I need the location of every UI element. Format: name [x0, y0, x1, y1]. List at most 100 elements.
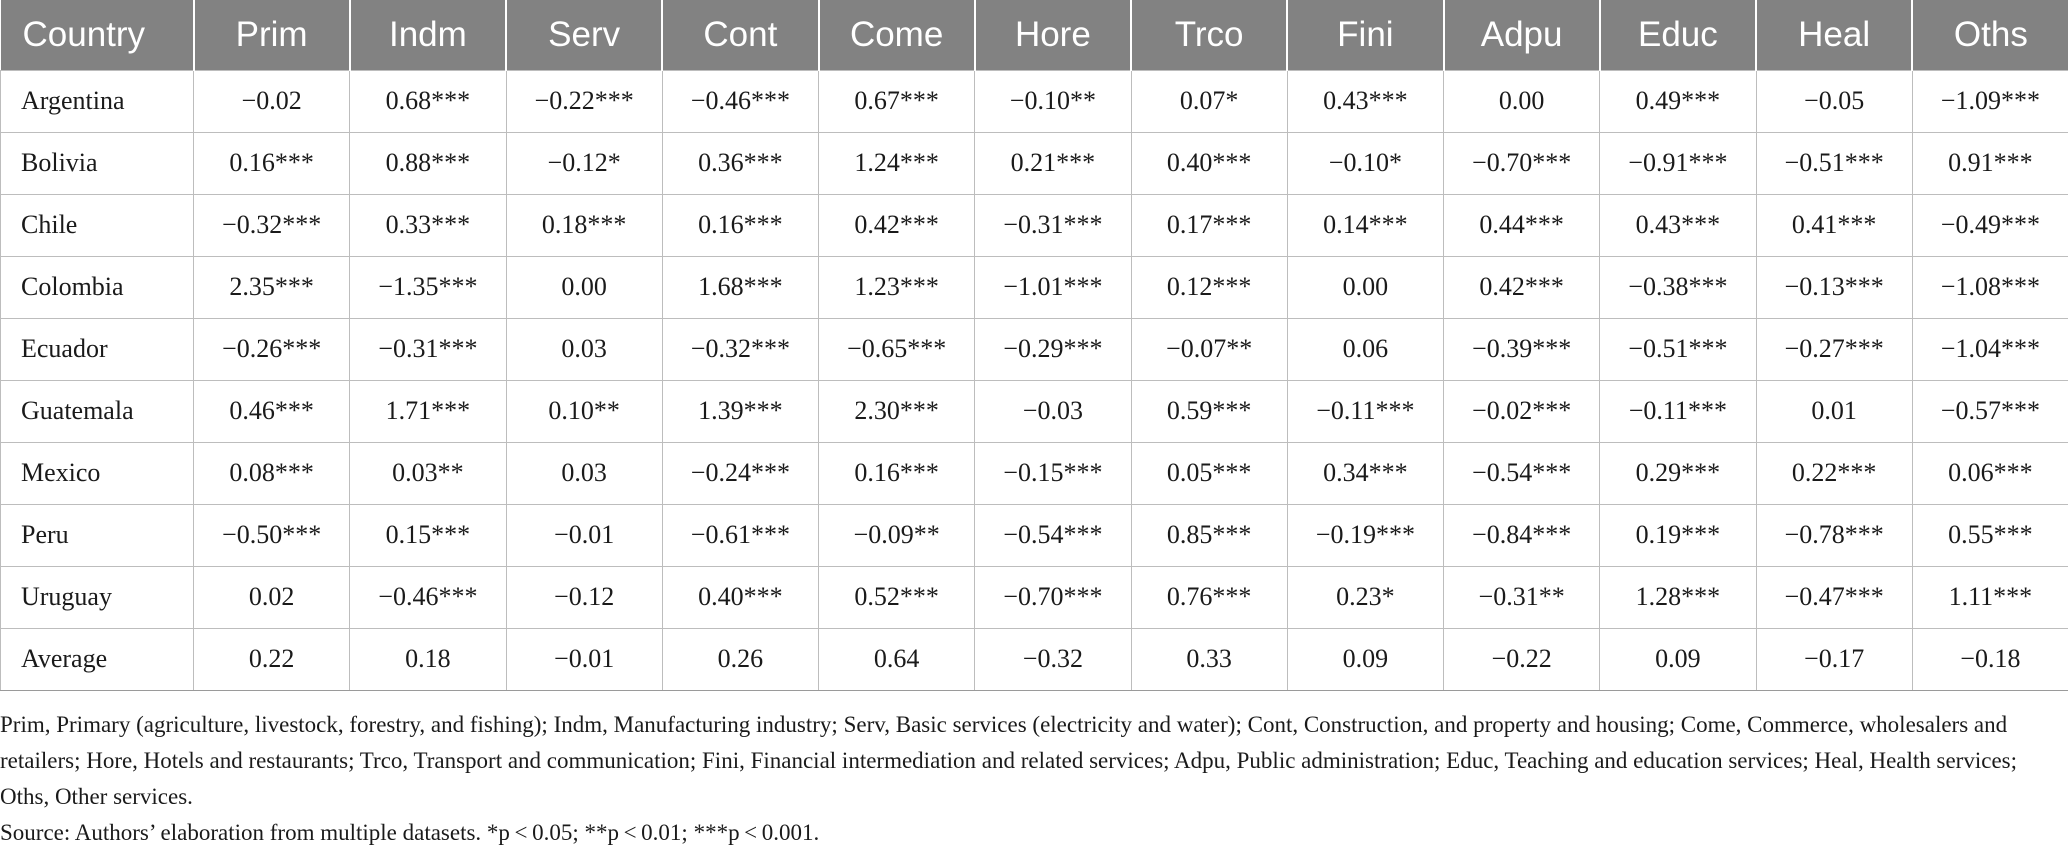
- value-cell: −0.10*: [1286, 131, 1445, 195]
- value-cell: 0.09: [1599, 627, 1757, 691]
- value-cell: 0.03: [505, 441, 663, 505]
- value-cell: −0.01: [505, 503, 663, 567]
- value-cell: −0.32***: [661, 317, 820, 381]
- data-table: Country Prim Indm Serv Cont Come Hore Trco Fini A…: [0, 0, 2068, 691]
- value-cell: −0.03: [974, 379, 1132, 443]
- value-cell: 0.44***: [1442, 193, 1601, 257]
- value-cell: −0.22: [1442, 627, 1601, 691]
- table-row: Average 0.22 0.18 −0.01 0.26 0.64 −0.32 0.33 0.0…: [0, 627, 2068, 691]
- table-row: Chile −0.32*** 0.33*** 0.18*** 0.16*** 0.42**…: [0, 193, 2068, 257]
- value-cell: −0.15***: [974, 441, 1132, 505]
- country-cell: Chile: [0, 193, 194, 257]
- value-cell: 0.21***: [974, 131, 1132, 195]
- value-cell: −0.70***: [1442, 131, 1601, 195]
- column-header: Educ: [1598, 0, 1756, 70]
- table-header: Country Prim Indm Serv Cont Come Hore Trco Fini A…: [0, 0, 2068, 70]
- value-cell: 1.11***: [1911, 565, 2068, 629]
- value-cell: 0.76***: [1130, 565, 1288, 629]
- country-cell: Mexico: [0, 441, 194, 505]
- value-cell: 0.67***: [817, 69, 976, 133]
- value-cell: −0.12: [505, 565, 663, 629]
- value-cell: −0.11***: [1599, 379, 1757, 443]
- value-cell: 0.22: [192, 627, 351, 691]
- column-header: Prim: [192, 0, 350, 70]
- value-cell: −0.11***: [1286, 379, 1445, 443]
- value-cell: −0.17: [1755, 627, 1913, 691]
- value-cell: −0.31***: [974, 193, 1132, 257]
- value-cell: −0.05: [1755, 69, 1913, 133]
- table-row: Argentina −0.02 0.68*** −0.22*** −0.46*** 0.6…: [0, 69, 2068, 133]
- value-cell: −0.65***: [817, 317, 976, 381]
- value-cell: 0.14***: [1286, 193, 1445, 257]
- value-cell: 0.88***: [349, 131, 507, 195]
- column-header: Heal: [1754, 0, 1913, 70]
- table-row: Ecuador −0.26*** −0.31*** 0.03 −0.32*** −0.65…: [0, 317, 2068, 381]
- column-header: Country: [0, 0, 194, 70]
- value-cell: 0.46***: [192, 379, 351, 443]
- value-cell: 0.33: [1130, 627, 1288, 691]
- value-cell: 0.42***: [817, 193, 976, 257]
- value-cell: 0.15***: [349, 503, 507, 567]
- country-cell: Guatemala: [0, 379, 194, 443]
- value-cell: −0.46***: [661, 69, 820, 133]
- value-cell: −0.02: [192, 69, 351, 133]
- value-cell: −0.32***: [192, 193, 351, 257]
- value-cell: 0.43***: [1599, 193, 1757, 257]
- value-cell: −0.10**: [974, 69, 1132, 133]
- table-notes: Prim, Primary (agriculture, livestock, f…: [0, 707, 2060, 851]
- value-cell: 0.23*: [1286, 565, 1445, 629]
- value-cell: −0.31***: [349, 317, 507, 381]
- value-cell: 0.18: [349, 627, 507, 691]
- value-cell: 0.00: [1286, 255, 1445, 319]
- value-cell: 0.40***: [661, 565, 820, 629]
- value-cell: −0.19***: [1286, 503, 1445, 567]
- value-cell: 0.06: [1286, 317, 1445, 381]
- value-cell: 0.43***: [1286, 69, 1445, 133]
- value-cell: 0.03: [505, 317, 663, 381]
- value-cell: −0.02***: [1442, 379, 1601, 443]
- value-cell: 1.39***: [661, 379, 820, 443]
- value-cell: 0.18***: [505, 193, 663, 257]
- value-cell: 0.52***: [817, 565, 976, 629]
- value-cell: 0.17***: [1130, 193, 1288, 257]
- value-cell: −0.12*: [505, 131, 663, 195]
- value-cell: 0.01: [1755, 379, 1913, 443]
- value-cell: −0.32: [974, 627, 1132, 691]
- table-row: Colombia 2.35*** −1.35*** 0.00 1.68*** 1.23**…: [0, 255, 2068, 319]
- table-row: Mexico 0.08*** 0.03** 0.03 −0.24*** 0.16*** −0…: [0, 441, 2068, 505]
- value-cell: 0.59***: [1130, 379, 1288, 443]
- value-cell: −0.07**: [1130, 317, 1288, 381]
- value-cell: −0.29***: [974, 317, 1132, 381]
- value-cell: 0.08***: [192, 441, 351, 505]
- value-cell: −0.38***: [1599, 255, 1757, 319]
- value-cell: 0.07*: [1130, 69, 1288, 133]
- column-header: Serv: [504, 0, 663, 70]
- table-row: Peru −0.50*** 0.15*** −0.01 −0.61*** −0.09** −…: [0, 503, 2068, 567]
- value-cell: 0.40***: [1130, 131, 1288, 195]
- value-cell: −0.22***: [505, 69, 663, 133]
- value-cell: 0.91***: [1911, 131, 2068, 195]
- value-cell: 1.23***: [817, 255, 976, 319]
- value-cell: 1.28***: [1599, 565, 1757, 629]
- country-cell: Argentina: [0, 69, 194, 133]
- value-cell: 0.16***: [192, 131, 351, 195]
- column-header: Fini: [1286, 0, 1444, 70]
- value-cell: −0.27***: [1755, 317, 1913, 381]
- value-cell: −1.01***: [974, 255, 1132, 319]
- value-cell: −0.51***: [1755, 131, 1913, 195]
- value-cell: 0.00: [1442, 69, 1601, 133]
- value-cell: −0.18: [1911, 627, 2068, 691]
- value-cell: 0.68***: [349, 69, 507, 133]
- value-cell: −1.08***: [1911, 255, 2068, 319]
- column-header: Trco: [1129, 0, 1288, 70]
- country-cell: Colombia: [0, 255, 194, 319]
- value-cell: 0.10**: [505, 379, 663, 443]
- value-cell: 0.00: [505, 255, 663, 319]
- value-cell: 0.09: [1286, 627, 1445, 691]
- value-cell: 0.33***: [349, 193, 507, 257]
- value-cell: 0.41***: [1755, 193, 1913, 257]
- value-cell: −0.31**: [1442, 565, 1601, 629]
- value-cell: 0.55***: [1911, 503, 2068, 567]
- value-cell: −0.50***: [192, 503, 351, 567]
- value-cell: −0.51***: [1599, 317, 1757, 381]
